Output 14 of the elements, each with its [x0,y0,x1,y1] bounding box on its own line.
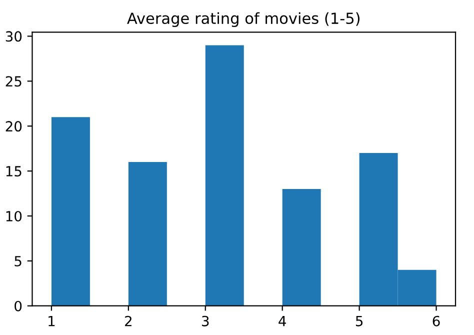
y-tick-label: 25 [6,76,22,87]
x-tick-label: 6 [432,316,440,326]
y-tick-label: 10 [6,210,22,222]
x-tick-label: 3 [202,316,209,326]
y-tick-label: 30 [6,31,22,42]
x-tick-label: 5 [356,316,363,326]
x-tick-label: 1 [48,316,55,326]
y-tick-label: 20 [6,121,22,132]
chart-title: Average rating of movies (1-5) [127,12,360,28]
y-tick-label: 0 [14,300,22,312]
x-tick-label: 4 [278,316,286,326]
y-tick-label: 15 [6,166,22,177]
x-tick-label: 2 [125,316,132,326]
y-tick-label: 5 [14,256,22,266]
